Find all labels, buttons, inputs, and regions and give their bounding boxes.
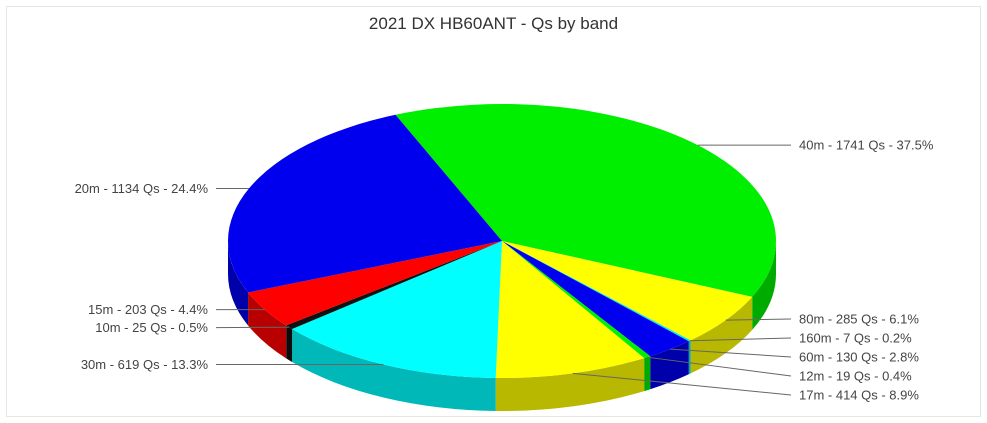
slice-label-80m: 80m - 285 Qs - 6.1% [799, 312, 919, 327]
pie-wall-17m [495, 358, 645, 411]
pie-top-slices [228, 103, 776, 378]
leader-line-12m [647, 356, 792, 377]
pie-slice-60m[interactable] [502, 241, 689, 357]
slice-label-20m: 20m - 1134 Qs - 24.4% [75, 181, 209, 196]
pie-slice-17m[interactable] [495, 241, 645, 378]
pie-slice-30m[interactable] [292, 241, 502, 378]
pie-wall-10m [286, 325, 293, 363]
pie-wall-20m [228, 241, 249, 326]
pie-slice-15m[interactable] [248, 241, 502, 326]
pie-wall-160m [688, 340, 691, 375]
leader-line-60m [670, 348, 792, 358]
slice-label-40m: 40m - 1741 Qs - 37.5% [799, 138, 934, 153]
pie-wall-40m [752, 241, 776, 330]
pie-slice-160m[interactable] [502, 241, 691, 342]
leader-line-17m [572, 372, 792, 396]
pie-wall-30m [292, 329, 496, 411]
label-leader-lines [215, 144, 792, 396]
leader-line-80m [725, 318, 792, 321]
chart-title: 2021 DX HB60ANT - Qs by band [368, 14, 619, 33]
slice-label-30m: 30m - 619 Qs - 13.3% [81, 357, 209, 372]
slice-label-10m: 10m - 25 Qs - 0.5% [95, 320, 208, 335]
pie-slice-12m[interactable] [502, 241, 651, 359]
slice-label-15m: 15m - 203 Qs - 4.4% [88, 302, 208, 317]
pie-wall-12m [644, 356, 651, 392]
slice-label-60m: 60m - 130 Qs - 2.8% [799, 350, 919, 365]
pie-wall-60m [650, 341, 689, 390]
slice-label-17m: 17m - 414 Qs - 8.9% [799, 388, 919, 403]
pie-wall-15m [248, 292, 287, 359]
pie-slice-10m[interactable] [286, 241, 502, 330]
pie-slice-80m[interactable] [502, 241, 753, 341]
pie-side-walls [228, 241, 776, 411]
pie-wall-80m [690, 296, 753, 374]
leader-line-160m [689, 337, 792, 342]
slice-label-12m: 12m - 19 Qs - 0.4% [799, 369, 912, 384]
pie-slice-40m[interactable] [395, 103, 776, 297]
slice-labels: 40m - 1741 Qs - 37.5% 80m - 285 Qs - 6.1%… [75, 138, 934, 403]
slice-label-160m: 160m - 7 Qs - 0.2% [799, 331, 912, 346]
pie-slice-20m[interactable] [228, 114, 502, 293]
